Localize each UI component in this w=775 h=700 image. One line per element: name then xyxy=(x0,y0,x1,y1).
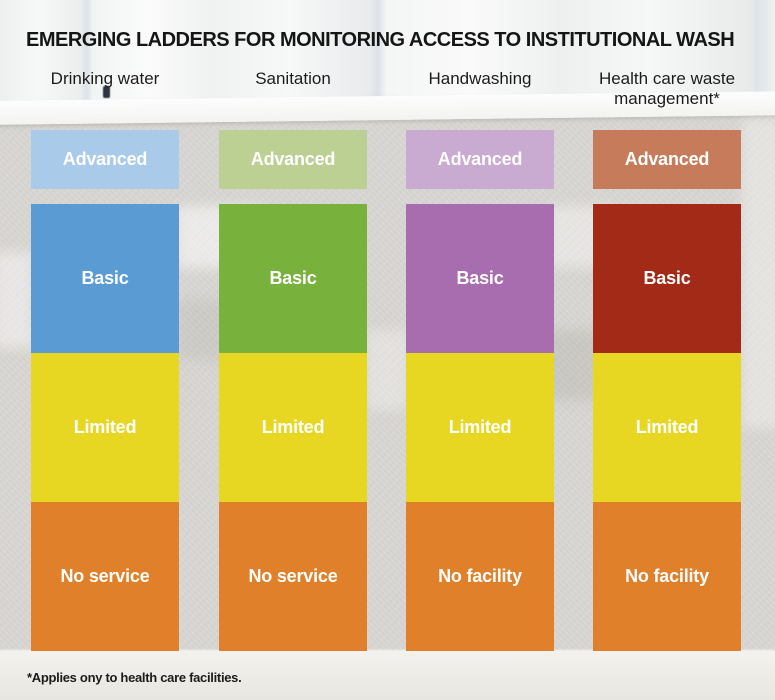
level-label: Advanced xyxy=(437,149,523,169)
level-advanced: Advanced xyxy=(219,130,367,189)
column-header-sanitation: Sanitation xyxy=(255,69,331,88)
level-label: Limited xyxy=(635,417,699,437)
level-limited: Limited xyxy=(406,353,554,502)
level-limited: Limited xyxy=(31,353,179,502)
level-basic: Basic xyxy=(219,204,367,353)
level-label: Advanced xyxy=(250,149,336,169)
level-label: No facility xyxy=(625,566,709,586)
level-label: Advanced xyxy=(62,149,148,169)
level-basic: Basic xyxy=(406,204,554,353)
background-photo-bottom xyxy=(0,651,775,700)
ladder-column-drinking-water: Advanced Basic Limited No service xyxy=(31,130,179,651)
column-header-drinking-water: Drinking water xyxy=(50,69,160,88)
level-basic: Basic xyxy=(31,204,179,353)
level-no-facility: No facility xyxy=(593,502,741,651)
page-title: EMERGING LADDERS FOR MONITORING ACCESS T… xyxy=(26,29,735,51)
level-advanced: Advanced xyxy=(31,130,179,189)
level-no-service: No service xyxy=(219,502,367,651)
level-label: Basic xyxy=(269,268,317,288)
footnote: *Applies ony to health care facilities. xyxy=(27,670,242,685)
level-label: No facility xyxy=(438,566,522,586)
ladder-column-health-care-waste: Advanced Basic Limited No facility xyxy=(593,130,741,651)
level-basic: Basic xyxy=(593,204,741,353)
level-limited: Limited xyxy=(219,353,367,502)
background-photo-top xyxy=(0,0,775,106)
level-advanced: Advanced xyxy=(593,130,741,189)
ladder-column-sanitation: Advanced Basic Limited No service xyxy=(219,130,367,651)
level-no-facility: No facility xyxy=(406,502,554,651)
background-photo-detail xyxy=(103,86,110,98)
level-label: Basic xyxy=(643,268,691,288)
level-limited: Limited xyxy=(593,353,741,502)
level-label: Limited xyxy=(448,417,512,437)
level-label: No service xyxy=(248,566,338,586)
level-label: Basic xyxy=(456,268,504,288)
column-header-health-care-waste: Health care waste management* xyxy=(598,69,736,109)
background-blur-shape xyxy=(742,118,775,428)
level-label: Basic xyxy=(81,268,129,288)
level-label: Advanced xyxy=(624,149,710,169)
column-header-handwashing: Handwashing xyxy=(428,69,532,88)
level-label: Limited xyxy=(73,417,137,437)
level-no-service: No service xyxy=(31,502,179,651)
background-blur-shape xyxy=(366,330,410,410)
level-label: No service xyxy=(60,566,150,586)
level-label: Limited xyxy=(261,417,325,437)
ladder-column-handwashing: Advanced Basic Limited No facility xyxy=(406,130,554,651)
level-advanced: Advanced xyxy=(406,130,554,189)
background-blur-shape xyxy=(0,252,34,348)
